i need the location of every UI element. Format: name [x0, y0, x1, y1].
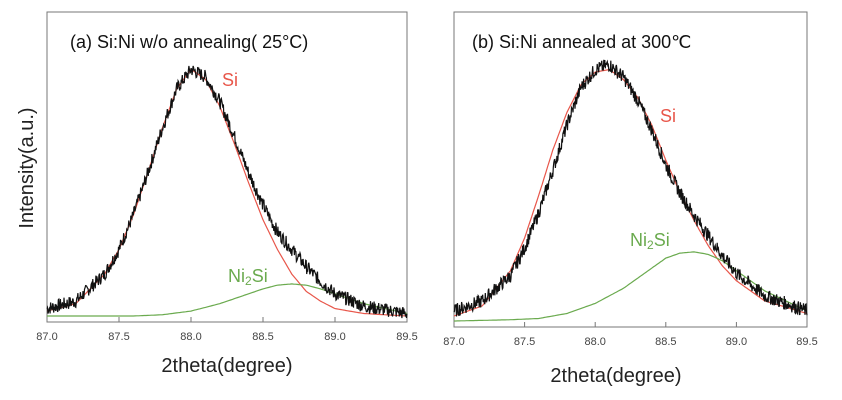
x-tick-label: 88.0: [584, 336, 605, 348]
x-tick-label: 89.0: [324, 331, 345, 343]
chart-title: (a) Si:Ni w/o annealing( 25°C): [70, 32, 308, 52]
measured-data-line: [46, 65, 408, 319]
x-tick-label: 88.0: [180, 331, 201, 343]
x-tick-label: 89.0: [726, 336, 747, 348]
x-tick-label: 89.5: [796, 336, 817, 348]
ni2si-peak-label: Ni2Si: [630, 230, 670, 252]
x-axis-label: 2theta(degree): [161, 355, 292, 377]
plot-frame: [453, 11, 808, 328]
x-tick-label: 88.5: [655, 336, 676, 348]
y-axis-label: Intensity(a.u.): [16, 107, 38, 228]
x-tick-label: 87.5: [514, 336, 535, 348]
x-tick-label: 87.0: [36, 331, 57, 343]
chart-panel-a: (a) Si:Ni w/o annealing( 25°C) 87.0 87.5 88…: [36, 11, 418, 377]
chart-title: (b) Si:Ni annealed at 300℃: [472, 32, 691, 52]
si-peak-label: Si: [222, 70, 238, 90]
ni2si-peak-label: Ni2Si: [228, 266, 268, 288]
x-tick-label: 87.5: [108, 331, 129, 343]
si-peak-label: Si: [660, 106, 676, 126]
x-axis-label: 2theta(degree): [550, 365, 681, 387]
x-tick-label: 89.5: [396, 331, 417, 343]
chart-panel-b: (b) Si:Ni annealed at 300℃ 87.0 87.5 88.0 88…: [443, 11, 818, 387]
x-tick-label: 88.5: [252, 331, 273, 343]
x-tick-label: 87.0: [443, 336, 464, 348]
measured-data-line: [453, 59, 808, 317]
